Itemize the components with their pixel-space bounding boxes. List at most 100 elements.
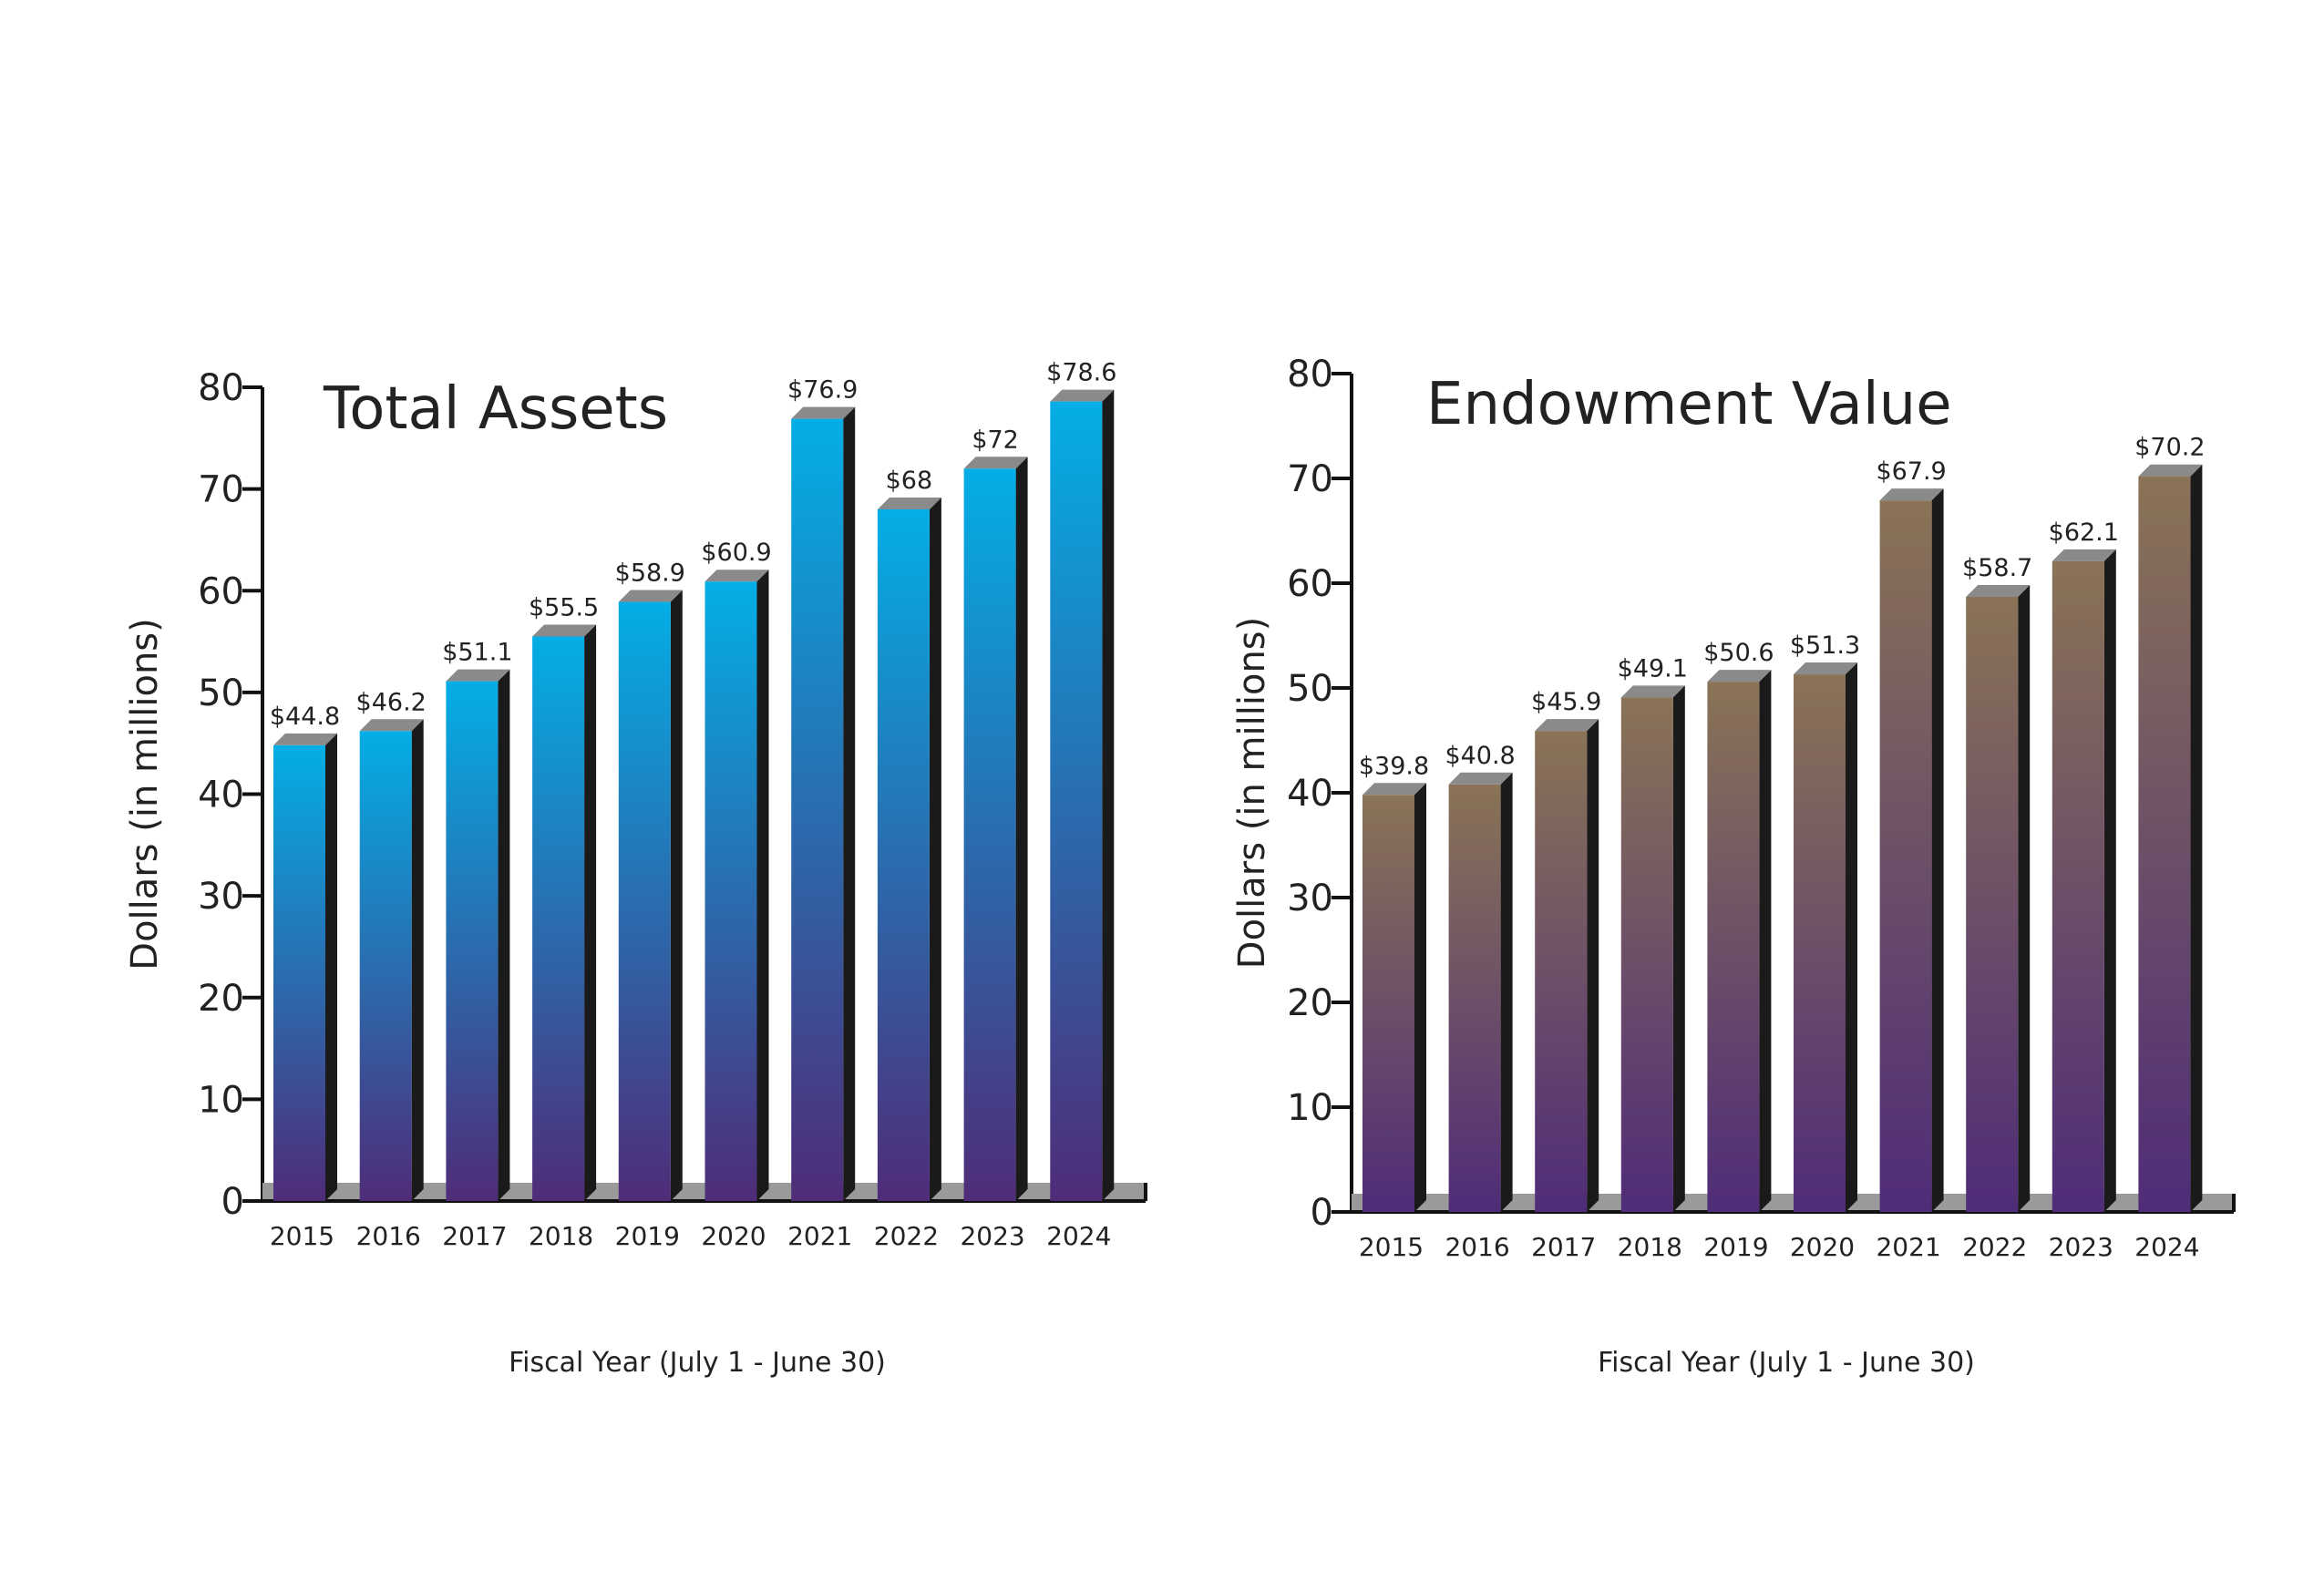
bar-2019: [1707, 682, 1760, 1212]
bar-2017: [1535, 731, 1588, 1212]
bar-2017: [446, 681, 499, 1201]
bar-2016: [359, 731, 412, 1201]
data-label-2019: $50.6: [1703, 639, 1774, 667]
data-label-2015: $39.8: [1359, 752, 1429, 780]
data-label-2023: $62.1: [2049, 518, 2119, 547]
bar-2022: [1966, 596, 2019, 1212]
bar-cap-2016: [1448, 772, 1513, 785]
bar-cap-2019: [618, 590, 683, 602]
bar-2021: [1879, 500, 1932, 1212]
data-label-2022: $58.7: [1962, 554, 2032, 582]
data-label-2024: $70.2: [2134, 434, 2205, 462]
bar-side-2019: [1759, 670, 1772, 1212]
x-tick-label-2015: 2015: [270, 1221, 334, 1251]
bar-side-2024: [2190, 464, 2203, 1212]
bar-side-2020: [756, 570, 769, 1201]
x-tick-label-2020: 2020: [701, 1221, 766, 1251]
data-label-2015: $44.8: [270, 703, 340, 731]
data-label-2020: $60.9: [701, 539, 771, 567]
bar-2018: [1620, 697, 1673, 1212]
bar-cap-2019: [1707, 670, 1772, 683]
bar-2020: [1794, 674, 1846, 1212]
bar-side-2018: [1672, 685, 1685, 1212]
x-tick-label-2024: 2024: [1046, 1221, 1111, 1251]
bar-2021: [791, 418, 844, 1201]
data-label-2016: $40.8: [1445, 742, 1515, 770]
x-tick-label-2020: 2020: [1790, 1232, 1855, 1262]
x-tick-label-2016: 2016: [356, 1221, 421, 1251]
y-tick-label: 60: [1287, 563, 1333, 605]
bar-cap-2024: [2138, 464, 2203, 477]
bar-cap-2024: [1050, 389, 1115, 402]
data-label-2021: $76.9: [787, 376, 858, 405]
bar-side-2022: [2018, 584, 2031, 1212]
data-label-2019: $58.9: [615, 560, 685, 588]
bar-cap-2023: [2051, 549, 2116, 561]
bar-2023: [963, 468, 1016, 1201]
bar-2024: [2138, 476, 2191, 1212]
bar-cap-2022: [877, 497, 941, 509]
y-tick-label: 0: [1311, 1192, 1333, 1234]
x-tick-label-2018: 2018: [529, 1221, 593, 1251]
x-tick-label-2023: 2023: [2049, 1232, 2113, 1262]
y-tick-label: 50: [198, 672, 244, 714]
bar-side-2015: [1414, 783, 1426, 1212]
bar-2015: [1363, 795, 1414, 1212]
bar-cap-2016: [359, 719, 424, 732]
x-tick-label-2019: 2019: [1703, 1232, 1768, 1262]
x-tick-label-2017: 2017: [1531, 1232, 1596, 1262]
data-label-2017: $45.9: [1531, 688, 1601, 716]
y-tick-label: 20: [1287, 982, 1333, 1024]
y-tick-label: 10: [198, 1079, 244, 1121]
bar-side-2022: [929, 497, 941, 1201]
x-tick-label-2019: 2019: [615, 1221, 680, 1251]
data-label-2017: $51.1: [442, 639, 512, 667]
bar-side-2015: [325, 733, 337, 1201]
x-tick-label-2022: 2022: [1962, 1232, 2027, 1262]
data-label-2024: $78.6: [1046, 359, 1116, 387]
y-tick-label: 30: [198, 876, 244, 918]
y-tick-label: 40: [198, 775, 244, 816]
bar-2022: [877, 508, 930, 1201]
x-tick-label-2017: 2017: [442, 1221, 507, 1251]
y-tick-label: 80: [198, 367, 244, 409]
data-label-2023: $72: [972, 426, 1019, 454]
bar-side-2016: [1500, 772, 1513, 1212]
y-tick-label: 30: [1287, 878, 1333, 919]
bar-2016: [1448, 784, 1501, 1212]
x-tick-label-2015: 2015: [1359, 1232, 1424, 1262]
x-axis-label: Fiscal Year (July 1 - June 30): [1598, 1347, 1975, 1379]
chart-title: Total Assets: [323, 375, 668, 443]
y-tick-label: 10: [1287, 1087, 1333, 1129]
bar-2018: [532, 636, 585, 1201]
bar-cap-2017: [1535, 719, 1599, 732]
x-tick-label-2024: 2024: [2134, 1232, 2199, 1262]
y-tick-label: 70: [1287, 458, 1333, 500]
bar-side-2019: [670, 590, 683, 1201]
bar-cap-2018: [532, 624, 597, 637]
y-tick-label: 60: [198, 570, 244, 612]
chart-title: Endowment Value: [1426, 371, 1952, 438]
y-axis-label: Dollars (in millions): [124, 618, 166, 970]
bar-side-2017: [498, 669, 510, 1201]
x-tick-label-2022: 2022: [874, 1221, 939, 1251]
bar-side-2016: [411, 719, 424, 1201]
y-axis-label: Dollars (in millions): [1231, 617, 1273, 969]
endowment-value-chart: Endowment Value Dollars (in millions) Fisc…: [1231, 354, 2236, 1379]
bar-cap-2020: [1794, 662, 1857, 675]
bar-side-2023: [1015, 457, 1028, 1201]
y-tick-label: 50: [1287, 668, 1333, 710]
x-tick-label-2023: 2023: [960, 1221, 1024, 1251]
bar-side-2018: [584, 624, 597, 1201]
bar-cap-2018: [1620, 685, 1685, 698]
bar-side-2021: [843, 406, 856, 1201]
x-tick-label-2016: 2016: [1445, 1232, 1509, 1262]
x-tick-label-2018: 2018: [1618, 1232, 1682, 1262]
data-label-2016: $46.2: [356, 688, 427, 716]
bar-cap-2023: [963, 457, 1028, 469]
bar-side-2021: [1931, 488, 1944, 1212]
y-tick-label: 0: [221, 1181, 244, 1223]
y-tick-label: 70: [198, 469, 244, 511]
bar-cap-2021: [791, 406, 856, 419]
data-label-2022: $68: [886, 467, 933, 495]
